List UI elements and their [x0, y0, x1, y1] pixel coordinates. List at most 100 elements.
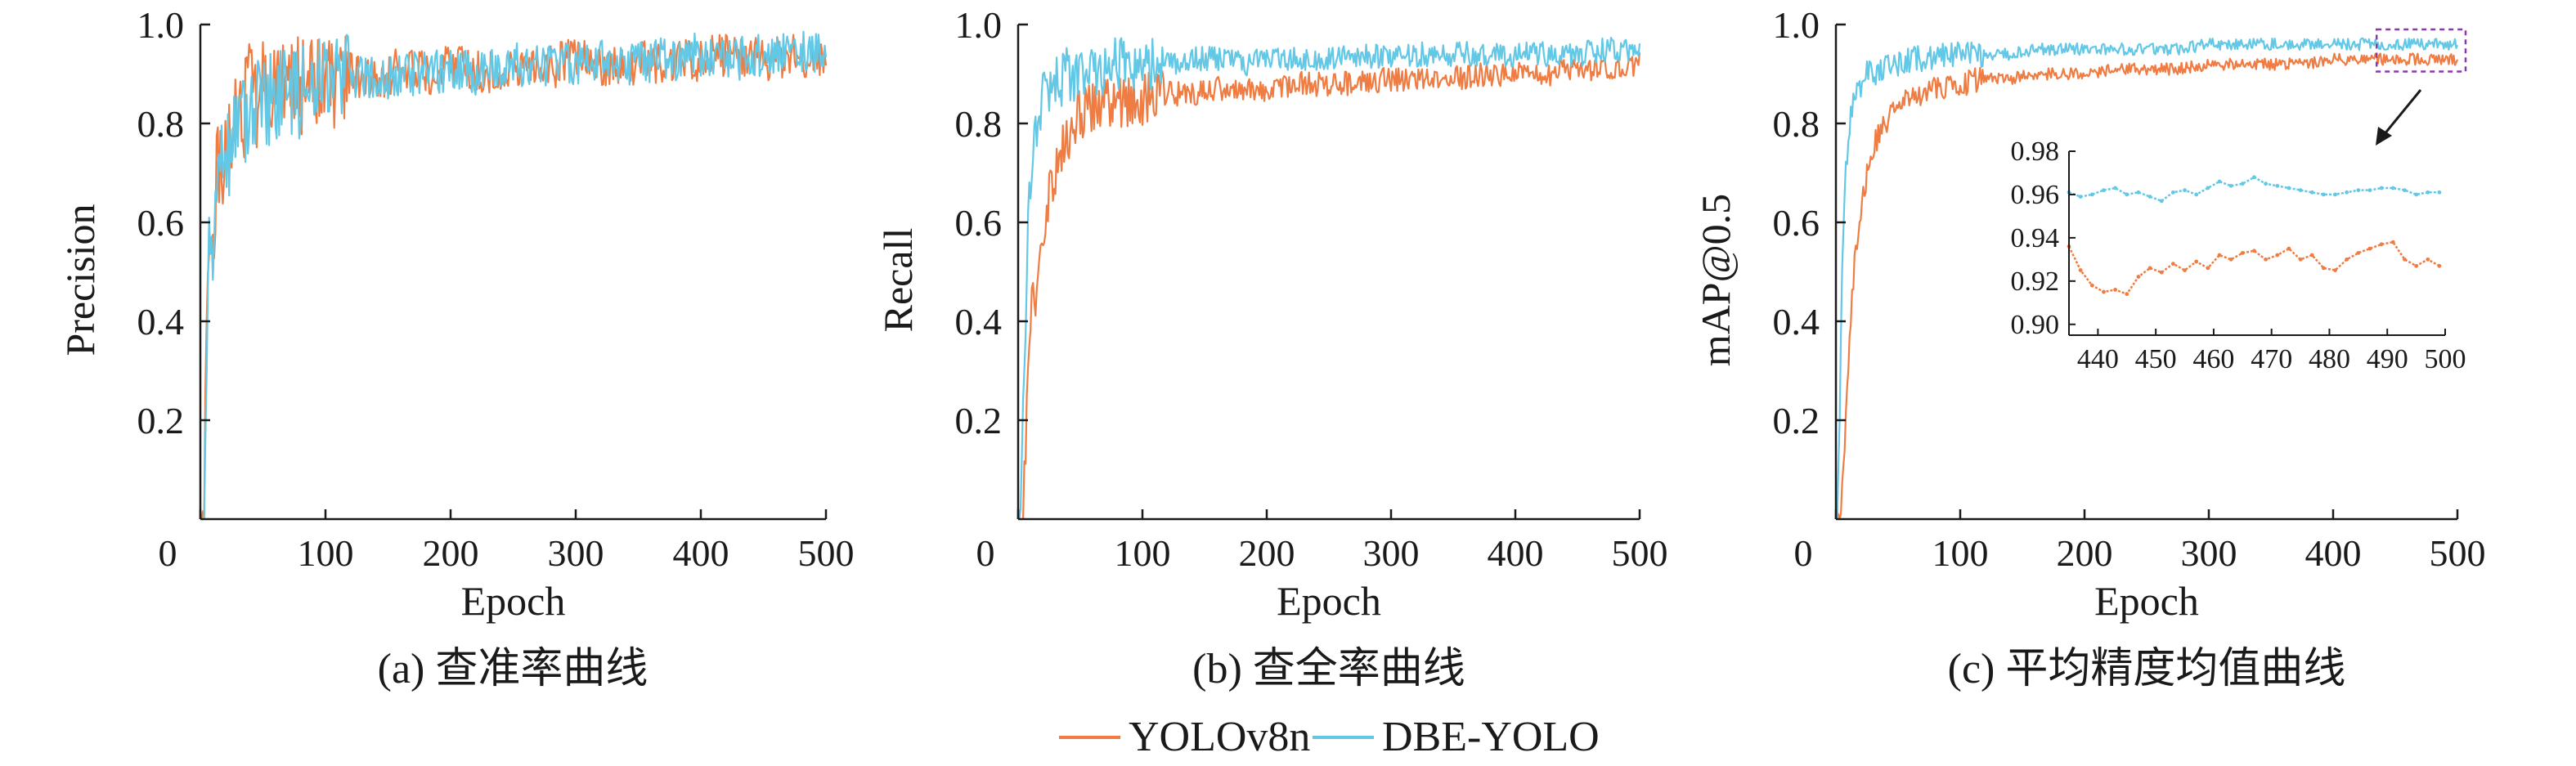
- y-tick-label: 0.6: [1773, 202, 1820, 244]
- x-tick-label: 400: [673, 532, 729, 574]
- inset-x-tick-label: 470: [2251, 344, 2292, 374]
- inset-point: [2333, 192, 2337, 197]
- zoom-region-box: [2375, 28, 2467, 73]
- y-tick-label: 0.4: [137, 301, 185, 343]
- series-line-dbe-yolo: [1018, 37, 1641, 520]
- x-tick-label: 100: [298, 532, 354, 574]
- inset-point: [2333, 268, 2337, 272]
- inset-x-tick-label: 440: [2077, 344, 2119, 374]
- inset-point: [2298, 257, 2303, 262]
- inset-point: [2252, 249, 2256, 253]
- inset-point: [2089, 283, 2094, 288]
- inset-point: [2298, 188, 2303, 193]
- y-tick-label: 1.0: [955, 4, 1003, 46]
- y-axis-title: mAP@0.5: [1693, 194, 1739, 366]
- x-axis-title: Epoch: [1277, 578, 1381, 624]
- chart-panel-1: 0.2 0.4 0.6 0.8 1.0 0 100 200 300 400 500 Epoch Prec…: [57, 4, 855, 692]
- y-tick-label: 1.0: [1773, 4, 1820, 46]
- x-tick-label: 400: [1488, 532, 1544, 574]
- x-axis-title: Epoch: [461, 578, 566, 624]
- inset-point: [2159, 199, 2164, 204]
- zoom-arrowhead: [2376, 127, 2392, 146]
- series-line-yolov8n: [1019, 52, 1641, 521]
- inset-x-tick-label: 450: [2135, 344, 2177, 374]
- inset-point: [2367, 246, 2372, 251]
- x-tick-label: 100: [1115, 532, 1171, 574]
- x-tick-label: 0: [159, 532, 177, 574]
- inset-chart: 0.90 0.92 0.94 0.96 0.98 440 450 460 470 480 490 50…: [2011, 137, 2466, 374]
- inset-point: [2240, 251, 2245, 255]
- inset-point: [2183, 188, 2187, 193]
- inset-point: [2403, 257, 2407, 262]
- inset-point: [2078, 268, 2083, 272]
- inset-point: [2345, 257, 2349, 262]
- inset-point: [2390, 186, 2395, 190]
- inset-point: [2309, 190, 2314, 195]
- y-tick-label: 1.0: [137, 4, 185, 46]
- inset-y-tick-label: 0.96: [2011, 180, 2060, 210]
- series-line-dbe-yolo: [201, 30, 828, 521]
- y-tick-label: 0.6: [955, 202, 1003, 244]
- inset-point: [2403, 188, 2407, 193]
- y-axis-title: Recall: [875, 228, 921, 333]
- x-axis-title: Epoch: [2094, 578, 2199, 624]
- inset-point: [2426, 257, 2430, 262]
- inset-point: [2321, 266, 2326, 271]
- inset-point: [2356, 251, 2361, 255]
- inset-point: [2390, 240, 2395, 244]
- inset-point: [2170, 262, 2175, 267]
- inset-x-tick-label: 480: [2309, 344, 2350, 374]
- inset-point: [2102, 188, 2106, 193]
- inset-point: [2264, 257, 2269, 262]
- inset-point: [2228, 183, 2233, 188]
- inset-point: [2136, 190, 2141, 195]
- x-tick-label: 500: [1612, 532, 1668, 574]
- inset-point: [2264, 181, 2269, 186]
- inset-y-tick-label: 0.92: [2011, 267, 2060, 297]
- inset-point: [2113, 186, 2118, 190]
- y-tick-label: 0.4: [955, 301, 1003, 343]
- inset-point: [2437, 190, 2442, 195]
- inset-point: [2309, 253, 2314, 258]
- inset-point: [2147, 266, 2152, 271]
- inset-point: [2379, 242, 2384, 247]
- inset-point: [2194, 259, 2199, 264]
- inset-point: [2113, 288, 2118, 292]
- y-tick-label: 0.8: [137, 103, 185, 145]
- inset-point: [2287, 186, 2291, 190]
- inset-y-tick-label: 0.90: [2011, 310, 2060, 340]
- inset-point: [2287, 246, 2291, 251]
- inset-point: [2275, 183, 2280, 188]
- x-tick-label: 300: [2181, 532, 2237, 574]
- inset-point: [2206, 266, 2210, 271]
- inset-point: [2356, 188, 2361, 193]
- inset-point: [2240, 181, 2245, 186]
- inset-point: [2345, 190, 2349, 195]
- inset-point: [2089, 192, 2094, 197]
- inset-point: [2194, 192, 2199, 197]
- inset-point: [2078, 195, 2083, 199]
- legend-label-yolov8n: YOLOv8n: [1129, 714, 1310, 760]
- x-tick-label: 300: [1363, 532, 1420, 574]
- panel-caption: (c) 平均精度均值曲线: [1948, 646, 2346, 692]
- y-tick-label: 0.8: [1773, 103, 1820, 145]
- panel-caption: (b) 查全率曲线: [1192, 646, 1465, 692]
- y-tick-label: 0.8: [955, 103, 1003, 145]
- series-line-dbe-yolo: [1836, 37, 2459, 520]
- series-line-yolov8n: [1836, 52, 2459, 521]
- inset-x-tick-label: 460: [2192, 344, 2234, 374]
- x-tick-label: 500: [2430, 532, 2486, 574]
- x-tick-label: 400: [2305, 532, 2362, 574]
- inset-point: [2217, 179, 2222, 184]
- inset-y-tick-label: 0.98: [2011, 137, 2060, 167]
- inset-point: [2136, 275, 2141, 279]
- inset-point: [2170, 190, 2175, 195]
- inset-point: [2125, 192, 2129, 197]
- inset-point: [2252, 175, 2256, 180]
- y-tick-label: 0.2: [137, 400, 185, 441]
- inset-x-tick-label: 490: [2367, 344, 2408, 374]
- x-tick-label: 500: [798, 532, 855, 574]
- zoom-arrow: [2382, 89, 2422, 136]
- inset-x-tick-label: 500: [2425, 344, 2466, 374]
- inset-point: [2147, 195, 2152, 199]
